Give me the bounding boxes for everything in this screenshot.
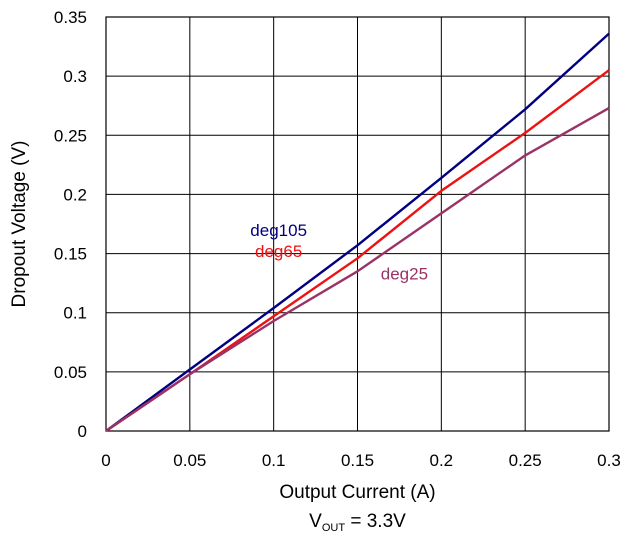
x-axis-tick-labels: 0 0.05 0.1 0.15 0.2 0.25 0.3 <box>101 451 621 470</box>
note-suffix: = 3.3V <box>345 511 406 532</box>
y-tick-label: 0 <box>78 422 87 441</box>
x-tick-label: 0.2 <box>430 451 454 470</box>
x-tick-label: 0.3 <box>597 451 621 470</box>
series-line-deg25 <box>105 107 610 432</box>
y-tick-label: 0.3 <box>63 67 87 86</box>
y-tick-label: 0.2 <box>63 185 87 204</box>
series-label-deg25: deg25 <box>381 265 428 284</box>
y-tick-label: 0.15 <box>54 245 87 264</box>
y-tick-label: 0.35 <box>54 8 87 27</box>
x-tick-label: 0.25 <box>509 451 542 470</box>
x-tick-label: 0.05 <box>173 451 206 470</box>
note-prefix: V <box>309 511 322 532</box>
y-tick-label: 0.25 <box>54 126 87 145</box>
series-lines <box>105 32 610 432</box>
y-axis-tick-labels: 0 0.05 0.1 0.15 0.2 0.25 0.3 0.35 <box>54 8 87 441</box>
grid-lines <box>105 16 610 432</box>
output-voltage-note: VOUT = 3.3V <box>309 511 406 534</box>
series-label-deg65: deg65 <box>255 242 302 261</box>
y-tick-label: 0.05 <box>54 363 87 382</box>
x-tick-label: 0.15 <box>341 451 374 470</box>
x-tick-label: 0 <box>101 451 110 470</box>
plot-frame <box>105 16 610 432</box>
series-label-deg105: deg105 <box>250 221 307 240</box>
y-tick-label: 0.1 <box>63 304 87 323</box>
series-line-deg105 <box>105 32 610 432</box>
x-axis-title: Output Current (A) <box>279 482 435 503</box>
series-labels: deg105 deg65 deg25 <box>250 221 428 284</box>
x-tick-label: 0.1 <box>262 451 286 470</box>
y-axis-title: Dropout Voltage (V) <box>9 141 30 308</box>
note-subscript: OUT <box>322 522 346 534</box>
